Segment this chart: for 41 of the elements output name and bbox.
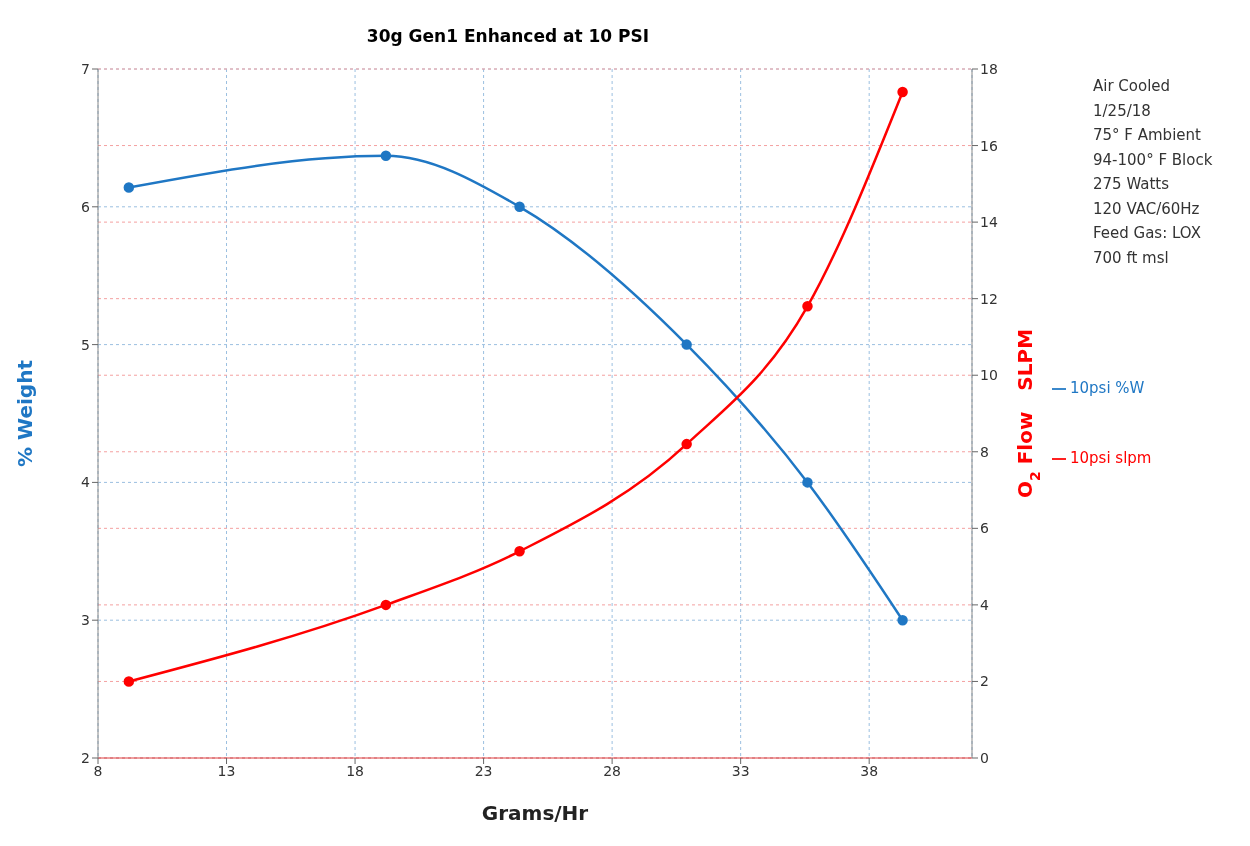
y2-tick-label: 0 xyxy=(980,749,989,766)
y2-tick-label: 2 xyxy=(980,673,989,690)
x-tick-label: 18 xyxy=(346,762,364,779)
point xyxy=(802,301,813,312)
y2-tick-label: 14 xyxy=(980,214,998,231)
point xyxy=(681,339,692,350)
y2-tick-label: 6 xyxy=(980,520,989,537)
y2-tick-label: 10 xyxy=(980,367,998,384)
x-tick-label: 28 xyxy=(603,762,622,779)
point xyxy=(802,477,813,488)
y-tick-label: 4 xyxy=(81,474,91,491)
legend-label: 10psi %W xyxy=(1070,379,1145,397)
y-tick-label: 2 xyxy=(81,749,90,766)
y2-tick-label: 12 xyxy=(980,290,998,307)
point xyxy=(681,438,692,450)
x-tick-label: 13 xyxy=(217,762,236,779)
y2-tick-label: 4 xyxy=(980,596,989,613)
point xyxy=(514,546,525,557)
chart-title: 30g Gen1 Enhanced at 10 PSI xyxy=(365,26,651,46)
point xyxy=(123,676,135,687)
x-tick-label: 8 xyxy=(93,762,103,779)
legend-label: 10psi slpm xyxy=(1070,449,1152,467)
y-tick-label: 7 xyxy=(81,60,90,77)
point xyxy=(380,599,392,611)
point xyxy=(380,150,392,162)
y-axis-title: % Weight xyxy=(13,359,37,467)
point xyxy=(123,182,135,193)
x-tick-label: 23 xyxy=(474,762,493,779)
y-tick-label: 3 xyxy=(81,612,90,629)
point xyxy=(897,614,908,626)
point xyxy=(897,86,908,98)
y-tick-label: 6 xyxy=(81,198,91,215)
y2-tick-label: 16 xyxy=(980,137,998,154)
y-tick-label: 5 xyxy=(81,336,90,353)
point xyxy=(514,201,525,213)
notes: Air Cooled 1/25/18 75° F Ambient 94-100° F Block 275 Watts 120 VAC/60Hz Feed Gas: LOX 700 ft msl xyxy=(1093,76,1213,269)
y2-tick-label: 8 xyxy=(980,443,989,460)
x-tick-label: 33 xyxy=(731,762,750,779)
x-axis-title: Grams/Hr xyxy=(481,801,589,825)
y2-tick-label: 18 xyxy=(980,60,998,77)
x-tick-label: 38 xyxy=(860,762,879,779)
